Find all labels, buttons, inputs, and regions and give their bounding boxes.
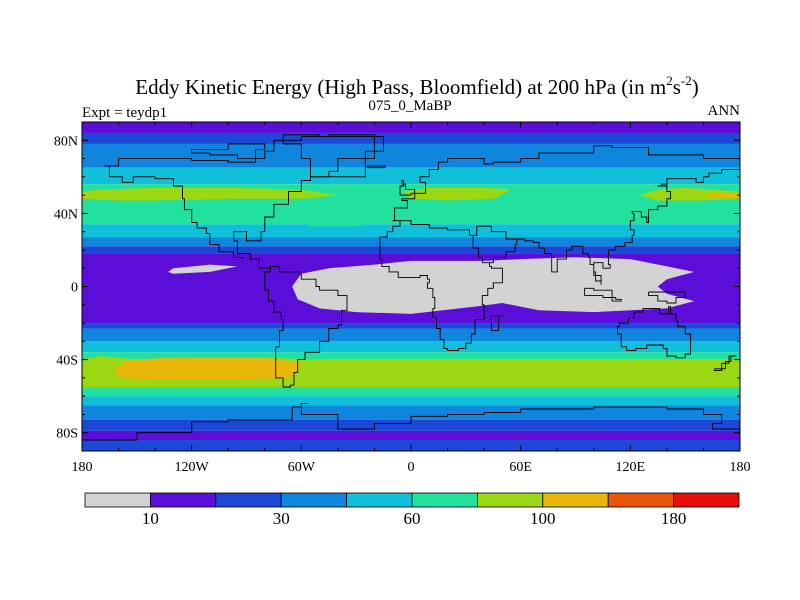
contour-region-5 [301,218,375,227]
coastline-11 [191,143,266,160]
coastline-15 [490,315,503,331]
contour-region-3 [708,193,740,197]
x-tick-label-3: 0 [408,460,415,475]
x-axis: 180 120W 60W 0 60E 120E 180 [72,122,751,475]
x-tick-label-2: 60W [288,460,316,475]
coastline-7 [513,167,740,285]
y-axis: 80N 40N 0 40S 80S [54,134,740,442]
colorbar-box-5 [411,492,478,508]
y-tick-label-1: 40N [54,207,78,222]
contour-region-7 [114,357,302,380]
title-sup-1: 2 [666,73,673,88]
title-text: Eddy Kinetic Energy (High Pass, Bloomfie… [135,75,666,99]
colorbar-label-3: 100 [530,509,556,528]
coastline-2 [182,198,211,245]
contour-band-14 [82,387,740,397]
colorbar-box-8 [607,492,675,508]
contour-region-8 [167,264,238,274]
coastlines [82,134,740,441]
coastline-10 [282,134,375,178]
coastline-5 [379,220,503,351]
title-end: ) [692,75,699,99]
coastline-17 [366,165,386,169]
contour-region-4 [401,187,512,201]
colorbar: 10 30 60 100 180 [84,492,740,528]
right-label: ANN [708,103,741,119]
coastline-4 [392,145,740,222]
colorbar-box-2 [215,492,282,508]
x-tick-label-4: 60E [509,460,532,475]
contour-band-1 [82,132,740,144]
plot-area [82,122,740,451]
colorbar-box-1 [149,492,217,508]
x-tick-label-0: 180 [72,460,93,475]
coastline-14 [399,180,416,196]
x-tick-label-5: 120E [616,460,646,475]
contour-region-1 [639,187,740,201]
left-label: Expt = teydp1 [82,105,167,121]
colorbar-box-6 [476,492,544,508]
colorbar-label-0: 10 [142,509,159,528]
colorbar-label-4: 180 [661,509,687,528]
svg-text:Eddy Kinetic Energy (High Pass: Eddy Kinetic Energy (High Pass, Bloomfie… [135,73,699,99]
coastline-0 [103,134,385,388]
contour-band-6 [82,237,740,247]
y-tick-label-3: 40S [56,354,78,369]
coastline-16 [713,355,737,372]
x-tick-label-6: 180 [730,460,751,475]
contour-band-10 [82,328,740,342]
x-tick-label-1: 120W [175,460,210,475]
contour-band-3 [82,167,740,185]
coastline-12 [584,287,622,302]
y-tick-label-0: 80N [54,134,78,149]
coastline-9 [82,403,740,441]
contour-band-12 [82,352,740,360]
colorbar-box-4 [346,492,413,508]
colorbar-box-7 [542,492,609,508]
contour-band-18 [82,430,740,441]
center-label: 075_0_MaBP [368,98,451,114]
coastline-3 [103,165,183,199]
contour-band-7 [82,246,740,254]
colorbar-box-0 [84,492,151,508]
contour-band-15 [82,396,740,406]
coastline-13 [648,291,686,304]
coastline-1 [209,244,244,260]
colorbar-box-3 [280,492,348,508]
contour-band-11 [82,341,740,353]
y-tick-label-4: 80S [56,427,78,442]
title-mid: s [673,75,681,99]
y-tick-label-2: 0 [71,281,78,296]
colorbar-box-9 [673,492,740,508]
colorbar-label-1: 30 [273,509,290,528]
chart-title: Eddy Kinetic Energy (High Pass, Bloomfie… [135,73,699,99]
contour-band-9 [82,323,740,329]
contour-band-17 [82,419,740,431]
contour-band-5 [82,224,740,238]
colorbar-label-2: 60 [404,509,421,528]
coastline-8 [617,306,692,359]
title-sup-2: -2 [681,73,692,88]
contour-region-0 [82,187,338,201]
